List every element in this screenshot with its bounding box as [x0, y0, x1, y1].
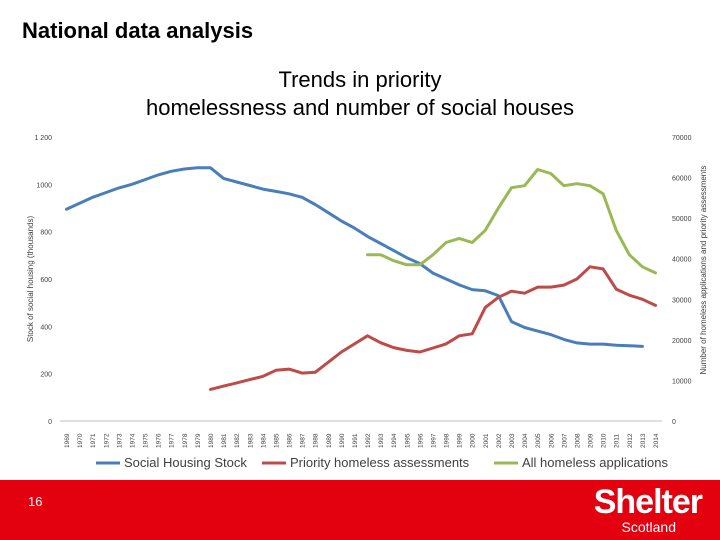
x-tick-label: 1990	[339, 433, 346, 448]
legend-label: Social Housing Stock	[124, 455, 247, 470]
x-tick-label: 2014	[653, 433, 660, 448]
x-tick-label: 2003	[509, 433, 516, 448]
line-chart: 0 200 400 600 800 1000 1 200 0 10000 20000 30000 40…	[26, 135, 708, 470]
x-tick-label: 2008	[574, 433, 581, 448]
x-tick-label: 1991	[352, 433, 359, 448]
series-line-1	[65, 166, 644, 348]
x-tick-label: 1979	[195, 433, 202, 448]
logo-main-text: Shelter	[593, 483, 703, 521]
x-tick-label: 1972	[103, 433, 110, 448]
y-right-axis-label: Number of homeless applications and prio…	[699, 166, 708, 375]
y-left-axis-label: Stock of social housing (thousands)	[26, 216, 35, 343]
x-tick-label: 1982	[234, 433, 241, 448]
x-tick-label: 2002	[496, 433, 503, 448]
x-tick-label: 1980	[208, 433, 215, 448]
x-tick-label: 1997	[430, 433, 437, 448]
y-right-tick-label: 50000	[672, 216, 692, 223]
x-tick-label: 2005	[535, 433, 542, 448]
x-tick-label: 1994	[391, 433, 398, 448]
x-tick-label: 2011	[614, 434, 621, 448]
x-tick-label: 1998	[444, 433, 451, 448]
x-tick-label: 2007	[561, 433, 568, 448]
x-tick-label: 1984	[260, 433, 267, 448]
x-tick-label: 1988	[313, 433, 320, 448]
x-tick-label: 2001	[483, 433, 490, 448]
series-line-2	[209, 265, 657, 391]
y-right-tick-label: 60000	[672, 176, 692, 183]
slide-header: National data analysis	[22, 18, 254, 43]
x-tick-label: 1977	[169, 433, 176, 448]
x-tick-label: 2013	[640, 433, 647, 448]
y-left-tick-label: 600	[40, 277, 52, 284]
series-line-3	[366, 168, 657, 275]
logo-sub-text: Scotland	[621, 519, 676, 535]
x-tick-label: 2000	[470, 433, 477, 448]
x-tick-label: 2009	[588, 433, 595, 448]
x-tick-label: 1970	[77, 433, 84, 448]
x-tick-label: 1981	[221, 433, 228, 448]
x-tick-label: 1973	[116, 433, 123, 448]
x-tick-label: 1976	[156, 433, 163, 448]
y-right-tick-label: 70000	[672, 135, 692, 142]
y-right-tick-label: 40000	[672, 257, 692, 264]
chart-title-line-2: homelessness and number of social houses	[145, 95, 575, 120]
x-tick-label: 2010	[601, 433, 608, 448]
x-tick-label: 2004	[522, 433, 529, 448]
shelter-logo: Shelter Scotland	[593, 483, 703, 535]
x-tick-label: 1986	[287, 433, 294, 448]
chart-title-line-1: Trends in priority	[278, 67, 442, 92]
x-tick-label: 1999	[457, 433, 464, 448]
y-left-tick-label: 1000	[36, 182, 52, 189]
y-left-tick-label: 0	[48, 419, 52, 426]
x-tick-label: 1983	[247, 433, 254, 448]
slide-number: 16	[28, 494, 43, 509]
x-tick-label: 1989	[326, 433, 333, 448]
x-tick-label: 1992	[365, 433, 372, 448]
y-left-tick-label: 1 200	[34, 135, 52, 142]
footer-bar: 16 Shelter Scotland	[0, 480, 720, 540]
y-left-tick-label: 800	[40, 230, 52, 237]
x-tick-label: 1985	[273, 433, 280, 448]
x-tick-label: 1971	[90, 433, 97, 448]
x-tick-label: 2012	[627, 433, 634, 448]
x-tick-label: 1969	[64, 433, 71, 448]
legend-label: All homeless applications	[522, 455, 668, 470]
y-right-tick-label: 20000	[672, 338, 692, 345]
x-tick-label: 1978	[182, 433, 189, 448]
x-tick-label: 1975	[143, 433, 150, 448]
x-tick-label: 1995	[404, 433, 411, 448]
x-tick-label: 1987	[300, 433, 307, 448]
x-tick-label: 1993	[378, 433, 385, 448]
x-tick-label: 1996	[417, 433, 424, 448]
y-right-tick-label: 30000	[672, 297, 692, 304]
legend-label: Priority homeless assessments	[290, 455, 470, 470]
y-right-tick-label: 0	[672, 419, 676, 426]
chart-title: Trends in priority homelessness and numb…	[60, 66, 660, 122]
y-left-tick-label: 200	[40, 372, 52, 379]
x-tick-label: 1974	[129, 433, 136, 448]
y-left-tick-label: 400	[40, 324, 52, 331]
x-tick-label: 2006	[548, 433, 555, 448]
y-right-tick-label: 10000	[672, 378, 692, 385]
